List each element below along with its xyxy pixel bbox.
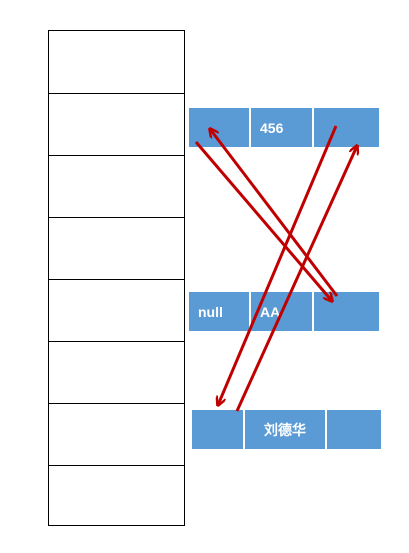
- memory-slot: [49, 31, 184, 93]
- node-next-cell: [314, 108, 379, 147]
- arrow-top-to-middle-next: [194, 141, 332, 301]
- memory-slot: [49, 155, 184, 217]
- node-middle: null AA: [189, 292, 379, 331]
- memory-slot: [49, 93, 184, 155]
- node-prev-cell: null: [189, 292, 251, 331]
- node-value-cell: 刘德华: [245, 410, 327, 449]
- arrow-middle-to-top-prev: [210, 129, 339, 297]
- node-top: 456: [189, 108, 379, 147]
- memory-slot: [49, 465, 184, 527]
- node-prev-cell: [192, 410, 245, 449]
- node-prev-cell: [189, 108, 251, 147]
- memory-slot: [49, 341, 184, 403]
- memory-slot: [49, 217, 184, 279]
- node-next-cell: [327, 410, 381, 449]
- node-value-cell: AA: [251, 292, 314, 331]
- node-next-cell: [314, 292, 379, 331]
- memory-stack: [48, 30, 185, 526]
- memory-slot: [49, 403, 184, 465]
- node-value-cell: 456: [251, 108, 314, 147]
- node-bottom: 刘德华: [192, 410, 381, 449]
- arrow-top-to-bottom-prev: [218, 125, 338, 405]
- arrow-bottom-to-top-next: [235, 146, 357, 412]
- memory-slot: [49, 279, 184, 341]
